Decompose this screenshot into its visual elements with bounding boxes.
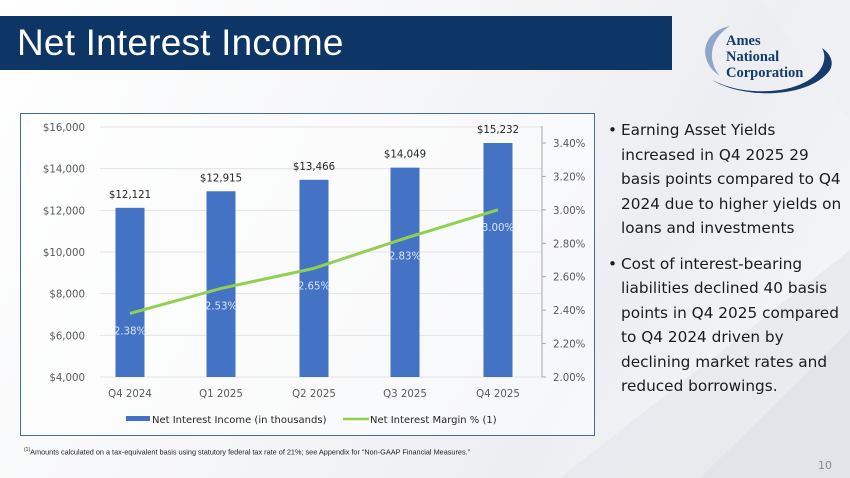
right-axis-tick: 3.20%	[553, 172, 586, 183]
left-axis-tick: $4,000	[49, 373, 85, 384]
bullet-dot-icon: •	[608, 254, 618, 273]
title-bar	[0, 16, 672, 70]
margin-value-label: 2.65%	[298, 281, 331, 292]
bar-q4-2024	[115, 207, 145, 377]
logo-line-2: National	[726, 49, 780, 65]
right-axis-tick: 2.40%	[553, 306, 586, 317]
bullet-earning-asset-yields: • Earning Asset Yields increased in Q4 2…	[608, 118, 844, 241]
margin-value-label: 3.00%	[482, 223, 515, 234]
footnote-text: Amounts calculated on a tax-equivalent b…	[30, 447, 471, 457]
right-axis-tick: 2.60%	[553, 273, 586, 284]
bullet-cost-of-liabilities: • Cost of interest-bearing liabilities d…	[608, 252, 844, 399]
footnote-marker: (1)	[24, 447, 31, 453]
commentary-bullets: • Earning Asset Yields increased in Q4 2…	[608, 118, 844, 410]
category-label: Q3 2025	[383, 389, 427, 400]
bar-value-label: $15,232	[477, 125, 519, 136]
left-axis-tick: $12,000	[43, 206, 85, 217]
left-axis-tick: $6,000	[49, 331, 85, 342]
page-title: Net Interest Income	[17, 22, 344, 63]
bullet-dot-icon: •	[608, 121, 618, 139]
logo-line-1: Ames	[726, 33, 761, 49]
bar-value-label: $12,915	[200, 173, 242, 184]
bullet-text: Cost of interest-bearing liabilities dec…	[621, 254, 839, 396]
legend-bar-label: Net Interest Income (in thousands)	[152, 415, 327, 426]
company-logo	[705, 26, 832, 94]
right-axis-tick: 2.20%	[553, 340, 586, 351]
margin-line	[129, 208, 499, 315]
margin-value-label: 2.53%	[205, 301, 238, 312]
right-axis-tick: 3.00%	[553, 206, 586, 217]
bullet-text: Earning Asset Yields increased in Q4 202…	[621, 121, 842, 237]
left-axis-tick: $16,000	[43, 123, 85, 134]
margin-value-label: 2.83%	[389, 251, 422, 262]
left-axis-tick: $10,000	[43, 248, 85, 259]
logo-text: Ames National Corporation	[726, 33, 803, 81]
bar-q1-2025	[206, 191, 236, 377]
right-axis-tick: 3.40%	[553, 139, 586, 150]
category-label: Q2 2025	[292, 389, 336, 400]
bar-q2-2025	[299, 179, 329, 377]
bar-value-label: $13,466	[293, 162, 335, 173]
left-axis-tick: $8,000	[49, 290, 85, 301]
page-number: 10	[818, 459, 832, 472]
left-axis-tick: $14,000	[43, 165, 85, 176]
legend-bar-swatch-icon	[126, 416, 150, 421]
category-label: Q4 2025	[476, 389, 520, 400]
bar-value-label: $12,121	[109, 190, 151, 201]
bar-q4-2025	[483, 143, 513, 377]
margin-value-label: 2.38%	[114, 326, 147, 337]
legend-line-label: Net Interest Margin % (1)	[370, 415, 497, 426]
logo-swoosh-light-icon	[705, 26, 730, 76]
logo-line-3: Corporation	[726, 65, 804, 81]
footnote: (1)Amounts calculated on a tax-equivalen…	[24, 447, 470, 456]
right-axis-tick: 2.80%	[553, 239, 586, 250]
bar-q3-2025	[390, 167, 420, 377]
category-label: Q1 2025	[199, 389, 243, 400]
bar-value-label: $14,049	[384, 150, 426, 161]
category-label: Q4 2024	[108, 389, 152, 400]
right-axis-tick: 2.00%	[553, 373, 586, 384]
